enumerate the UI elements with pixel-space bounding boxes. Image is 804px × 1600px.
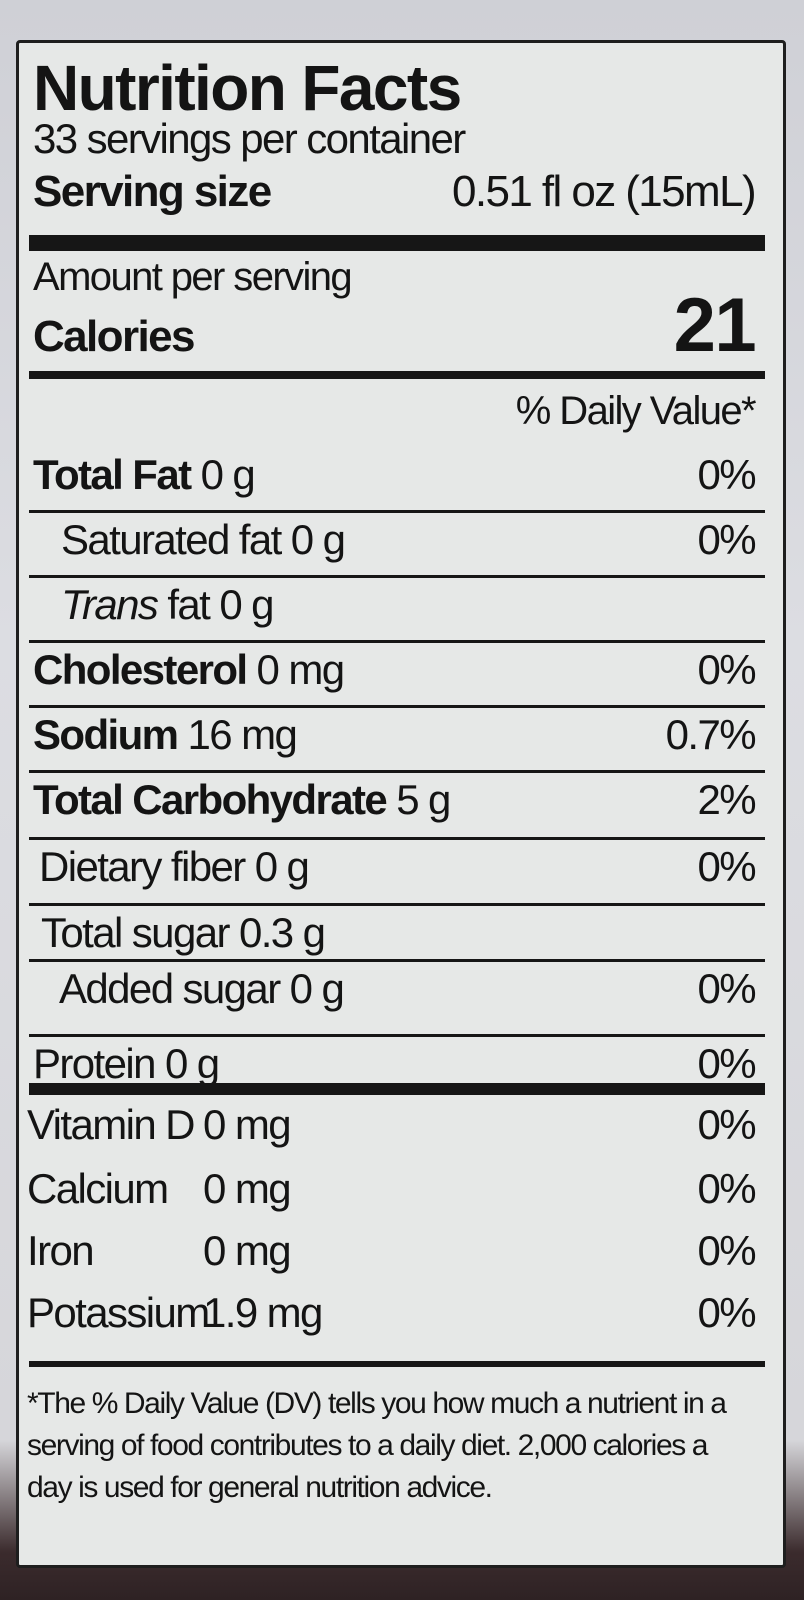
nutrient-name-text: Trans (61, 581, 159, 628)
nutrient-name-text: Saturated fat (61, 516, 282, 563)
nutrient-amount: 0 g (219, 581, 274, 628)
nutrient-row: Sodium 16 mg 0.7% (33, 711, 757, 759)
dv-header-text: % Daily Value* (515, 389, 757, 433)
vitamin-dv: 0% (697, 1101, 756, 1148)
nutrient-name: Total Carbohydrate 5 g (33, 776, 451, 824)
vitamin-label: Potassium 1.9 mg (27, 1289, 323, 1337)
calories-label: Calories (33, 312, 195, 361)
nutrient-name-text: Total Carbohydrate (33, 776, 388, 823)
nutrient-name-suffix: fat (167, 581, 211, 628)
amount-per-serving-text: Amount per serving (33, 255, 353, 299)
nutrient-amount: 5 g (396, 776, 451, 823)
nutrient-dv: 0% (697, 1040, 756, 1087)
thin-divider (29, 959, 765, 962)
nutrient-row: Total sugar 0.3 g (33, 909, 755, 957)
nutrition-facts-label: Nutrition Facts 33 servings per containe… (16, 40, 786, 1568)
vitamin-name: Potassium (27, 1289, 210, 1336)
nutrient-name: Protein 0 g (33, 1040, 220, 1088)
nutrient-row: Total Fat 0 g 0% (33, 451, 757, 499)
nutrient-amount: 0 g (164, 1040, 220, 1087)
nutrient-name: Saturated fat 0 g (33, 516, 346, 564)
nutrient-name: Sodium 16 mg (33, 711, 298, 759)
nutrient-name: Trans fat 0 g (33, 581, 274, 629)
nutrient-row: Cholesterol 0 mg 0% (33, 646, 757, 694)
vitamin-amount: 1.9 mg (203, 1289, 323, 1336)
nutrient-name-text: Added sugar (59, 965, 281, 1012)
nutrient-dv: 0% (697, 843, 756, 890)
nutrient-name: Dietary fiber 0 g (33, 843, 310, 891)
thin-divider (29, 770, 765, 773)
nutrient-amount: 0.3 g (238, 909, 326, 956)
nutrient-dv: 0% (697, 516, 756, 563)
amount-per-serving: Amount per serving (33, 255, 755, 300)
vitamin-dv: 0% (697, 1227, 756, 1274)
thin-divider (29, 1034, 765, 1037)
servings-per-container: 33 servings per container (33, 115, 755, 163)
calories-row: Calories 21 (33, 283, 757, 368)
vitamin-name: Vitamin D (27, 1101, 195, 1148)
vitamin-dv: 0% (697, 1289, 756, 1336)
medium-divider (29, 371, 765, 379)
nutrient-name-text: Total Fat (33, 451, 192, 498)
nutrient-amount: 0 mg (256, 646, 346, 693)
vitamin-row: Calcium 0 mg 0% (27, 1165, 757, 1213)
serving-size-label: Serving size (33, 167, 272, 216)
dv-header: % Daily Value* (33, 389, 757, 434)
thin-divider (29, 705, 765, 708)
nutrient-name: Total sugar 0.3 g (33, 909, 326, 957)
label-title: Nutrition Facts (33, 51, 755, 125)
vitamin-amount: 0 mg (203, 1101, 292, 1148)
serving-size-row: Serving size 0.51 fl oz (15mL) (33, 167, 757, 217)
nutrient-row: Dietary fiber 0 g 0% (33, 843, 757, 891)
nutrient-amount: 0 g (289, 965, 345, 1012)
nutrient-row: Saturated fat 0 g 0% (33, 516, 757, 564)
nutrient-amount: 0 g (254, 843, 310, 890)
vitamin-name: Calcium (27, 1165, 169, 1212)
nutrient-dv: 0.7% (665, 711, 757, 758)
nutrient-name: Added sugar 0 g (33, 965, 345, 1013)
thin-divider (29, 837, 765, 840)
nutrient-amount: 0 g (290, 516, 346, 563)
nutrient-dv: 0% (697, 451, 756, 498)
vitamin-amount: 0 mg (203, 1227, 292, 1274)
nutrient-name-text: Protein (33, 1040, 156, 1087)
thin-divider (29, 640, 765, 643)
title-text: Nutrition Facts (33, 52, 462, 124)
nutrient-row: Added sugar 0 g 0% (33, 965, 757, 1013)
nutrient-name-text: Dietary fiber (39, 843, 246, 890)
thick-divider (29, 235, 765, 251)
nutrient-dv: 0% (697, 965, 756, 1012)
nutrient-row: Total Carbohydrate 5 g 2% (33, 776, 757, 824)
nutrient-name-text: Cholesterol (33, 646, 248, 693)
nutrient-name-text: Total sugar (41, 909, 230, 956)
nutrient-row: Trans fat 0 g (33, 581, 755, 629)
vitamin-row: Iron 0 mg 0% (27, 1227, 757, 1275)
vitamin-label: Calcium 0 mg (27, 1165, 292, 1213)
medium-divider (29, 1361, 765, 1367)
serving-size-value: 0.51 fl oz (15mL) (452, 167, 757, 216)
nutrient-row: Protein 0 g 0% (33, 1040, 757, 1088)
calories-value: 21 (673, 283, 757, 368)
footnote: *The % Daily Value (DV) tells you how mu… (27, 1387, 727, 1504)
vitamin-label: Iron 0 mg (27, 1227, 292, 1275)
nutrient-name-text: Sodium (33, 711, 179, 758)
vitamin-name: Iron (27, 1227, 95, 1274)
nutrient-amount: 0 g (200, 451, 256, 498)
thick-divider (29, 1083, 765, 1095)
nutrient-dv: 2% (697, 776, 756, 823)
nutrient-name: Total Fat 0 g (33, 451, 256, 499)
nutrient-dv: 0% (697, 646, 756, 693)
vitamin-dv: 0% (697, 1165, 756, 1212)
thin-divider (29, 575, 765, 578)
thin-divider (29, 510, 765, 513)
vitamin-row: Potassium 1.9 mg 0% (27, 1289, 757, 1337)
nutrient-amount: 16 mg (187, 711, 297, 758)
vitamin-amount: 0 mg (203, 1165, 292, 1212)
servings-text: 33 servings per container (33, 115, 466, 162)
thin-divider (29, 903, 765, 906)
nutrient-name: Cholesterol 0 mg (33, 646, 346, 694)
